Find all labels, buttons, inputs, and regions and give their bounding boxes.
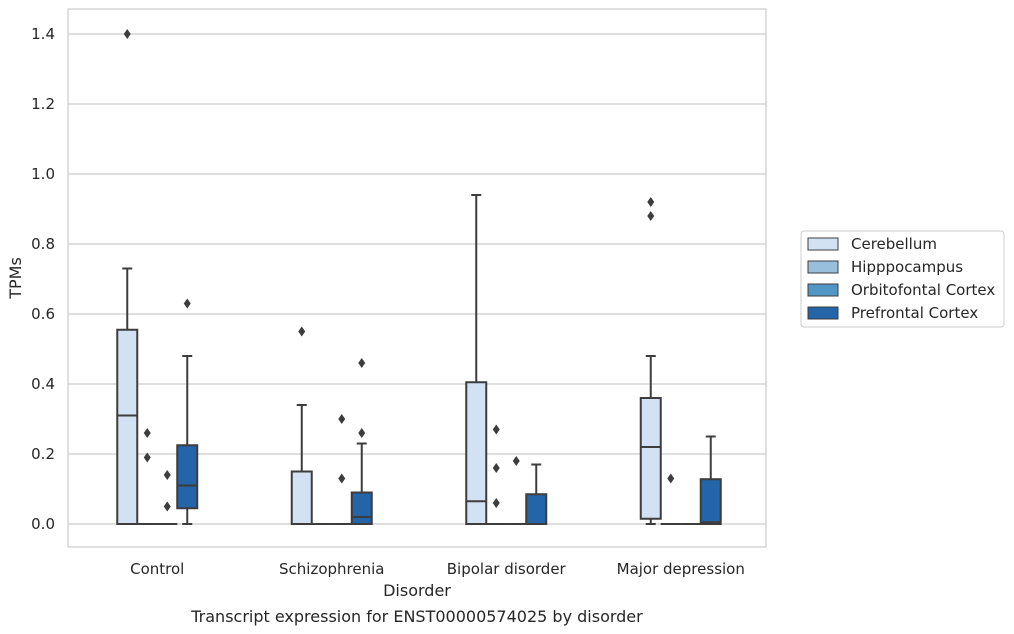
x-tick-label: Bipolar disorder [447, 560, 567, 578]
outlier-point [492, 424, 500, 435]
box-body [699, 478, 722, 526]
outlier-point [358, 428, 366, 438]
outlier-point [358, 358, 366, 368]
outlier-point [512, 456, 520, 466]
box-2-1 [331, 414, 352, 525]
box-3-0 [176, 298, 199, 525]
y-tick-label: 0.4 [31, 375, 55, 393]
box-body [525, 493, 548, 525]
y-tick-label: 0.8 [31, 235, 55, 253]
legend-label: Cerebellum [851, 235, 937, 253]
y-axis-label: TPMs [6, 257, 25, 300]
y-tick-label: 0.2 [31, 445, 55, 463]
box-1-2 [486, 424, 507, 525]
legend-swatch [807, 260, 839, 274]
legend-label: Orbitofontal Cortex [851, 281, 995, 299]
box-0-1 [290, 326, 313, 525]
box-0-2 [465, 194, 488, 525]
legend-label: Hipppocampus [851, 258, 963, 276]
box-body [465, 381, 488, 525]
outlier-point [143, 428, 151, 438]
outlier-point [183, 298, 191, 309]
x-tick-label: Schizophrenia [279, 560, 384, 578]
x-axis-label: Disorder [383, 581, 451, 600]
x-tick-label: Control [130, 560, 184, 578]
y-tick-label: 1.0 [31, 165, 55, 183]
outlier-point [123, 29, 131, 39]
outlier-point [492, 463, 500, 473]
legend-swatch [807, 283, 839, 297]
legend-swatch [807, 306, 839, 320]
box-0-0 [116, 29, 139, 525]
legend: Cerebellum Hipppocampus Orbitofontal Corte… [800, 230, 1005, 328]
box-body [176, 444, 199, 510]
outlier-point [667, 473, 675, 484]
x-tick-labels: Control Schizophrenia Bipolar disorder Majo… [130, 560, 745, 578]
outlier-point [492, 498, 500, 508]
y-tick-label: 1.2 [31, 95, 55, 113]
box-3-3 [699, 435, 722, 526]
chart-caption: Transcript expression for ENST0000057402… [190, 607, 643, 626]
box-3-2 [525, 463, 548, 525]
box-marks [116, 29, 722, 526]
legend-swatch [807, 237, 839, 251]
y-tick-label: 0.6 [31, 305, 55, 323]
box-1-0 [137, 428, 158, 525]
outlier-point [143, 452, 151, 463]
legend-label: Prefrontal Cortex [851, 304, 978, 322]
box-body [116, 328, 139, 525]
box-1-3 [660, 473, 681, 525]
x-tick-label: Major depression [617, 560, 745, 578]
y-tick-labels: 0.0 0.2 0.4 0.6 0.8 1.0 1.2 1.4 [31, 25, 55, 533]
box-body [290, 470, 313, 525]
box-body [639, 397, 662, 520]
outlier-point [298, 326, 306, 337]
y-tick-label: 0.0 [31, 515, 55, 533]
legend-frame [800, 230, 1005, 328]
outlier-point [338, 473, 346, 484]
outlier-point [163, 501, 171, 512]
plot-frame [67, 8, 767, 548]
y-tick-label: 1.4 [31, 25, 55, 43]
box-2-2 [506, 456, 527, 525]
outlier-point [163, 470, 171, 480]
box-body [350, 491, 373, 525]
box-3-1 [350, 358, 373, 525]
box-0-3 [639, 197, 662, 525]
outlier-point [647, 211, 655, 221]
outlier-point [338, 414, 346, 424]
outlier-point [647, 197, 655, 207]
box-2-0 [157, 470, 178, 525]
